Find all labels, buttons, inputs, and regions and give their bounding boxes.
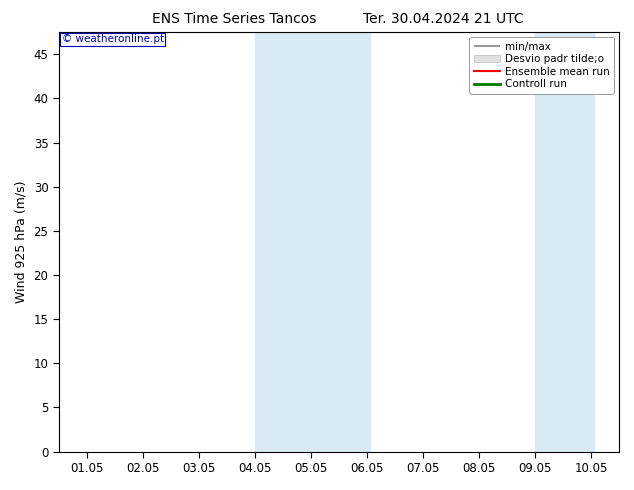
Text: ENS Time Series Tancos: ENS Time Series Tancos: [152, 12, 317, 26]
Text: Ter. 30.04.2024 21 UTC: Ter. 30.04.2024 21 UTC: [363, 12, 524, 26]
Bar: [535, 32, 594, 452]
Legend: min/max, Desvio padr tilde;o, Ensemble mean run, Controll run: min/max, Desvio padr tilde;o, Ensemble m…: [469, 37, 614, 94]
Y-axis label: Wind 925 hPa (m/s): Wind 925 hPa (m/s): [15, 181, 28, 303]
Bar: [255, 32, 370, 452]
Text: © weatheronline.pt: © weatheronline.pt: [61, 34, 164, 44]
